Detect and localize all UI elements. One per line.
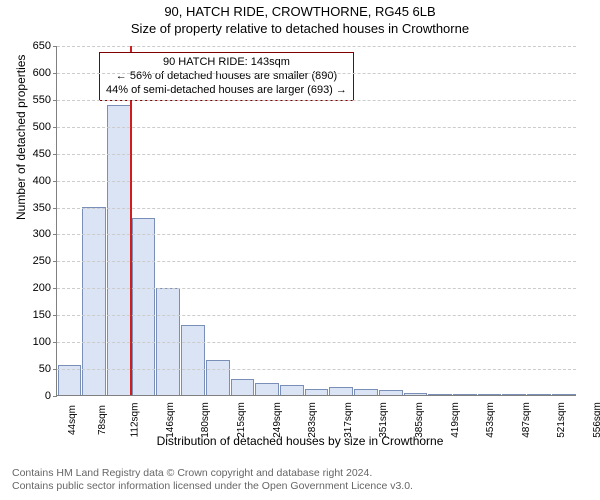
x-tick-label: 351sqm [378, 402, 389, 438]
gridline [57, 154, 576, 155]
x-tick-label: 215sqm [236, 402, 247, 438]
gridline [57, 369, 576, 370]
y-tick-mark [53, 234, 57, 235]
annotation-line-2: ← 56% of detached houses are smaller (89… [106, 70, 347, 84]
gridline [57, 100, 576, 101]
footer-attribution: Contains HM Land Registry data © Crown c… [12, 467, 413, 494]
x-tick-label: 283sqm [307, 402, 318, 438]
gridline [57, 234, 576, 235]
x-tick-label: 78sqm [97, 405, 108, 435]
chart-title-block: 90, HATCH RIDE, CROWTHORNE, RG45 6LB Siz… [0, 0, 600, 38]
y-tick-mark [53, 261, 57, 262]
x-tick-label: 556sqm [592, 402, 600, 438]
histogram-bar [181, 325, 205, 395]
x-tick-label: 317sqm [343, 402, 354, 438]
y-axis-label: Number of detached properties [14, 55, 28, 220]
histogram-bar [552, 394, 576, 395]
histogram-bar [305, 389, 329, 395]
gridline [57, 46, 576, 47]
y-tick-mark [53, 369, 57, 370]
gridline [57, 261, 576, 262]
histogram-bar [206, 360, 230, 395]
gridline [57, 288, 576, 289]
histogram-bar [428, 394, 452, 395]
footer-line-2: Contains public sector information licen… [12, 480, 413, 494]
histogram-bar [404, 393, 428, 395]
y-tick-mark [53, 208, 57, 209]
x-tick-label: 249sqm [271, 402, 282, 438]
gridline [57, 315, 576, 316]
histogram-bar [280, 385, 304, 395]
chart-area: 90 HATCH RIDE: 143sqm ← 56% of detached … [56, 46, 576, 396]
gridline [57, 342, 576, 343]
title-line-1: 90, HATCH RIDE, CROWTHORNE, RG45 6LB [0, 4, 600, 21]
gridline [57, 127, 576, 128]
x-tick-label: 146sqm [165, 402, 176, 438]
y-tick-mark [53, 46, 57, 47]
histogram-bar [502, 394, 526, 395]
histogram-bar [379, 390, 403, 395]
gridline [57, 181, 576, 182]
gridline [57, 208, 576, 209]
footer-line-1: Contains HM Land Registry data © Crown c… [12, 467, 413, 481]
x-tick-label: 453sqm [485, 402, 496, 438]
histogram-bar [453, 394, 477, 395]
x-tick-labels: 44sqm78sqm112sqm146sqm180sqm215sqm249sqm… [56, 396, 576, 407]
x-tick-label: 487sqm [520, 402, 531, 438]
histogram-bar [107, 105, 131, 395]
gridline [57, 73, 576, 74]
y-tick-mark [53, 315, 57, 316]
y-tick-mark [53, 181, 57, 182]
histogram-bar [478, 394, 502, 395]
y-tick-mark [53, 127, 57, 128]
y-tick-mark [53, 288, 57, 289]
histogram-bar [329, 387, 353, 395]
x-tick-label: 112sqm [129, 403, 140, 438]
x-tick-label: 521sqm [556, 402, 567, 438]
y-tick-mark [53, 154, 57, 155]
y-tick-mark [53, 342, 57, 343]
annotation-line-1: 90 HATCH RIDE: 143sqm [106, 56, 347, 70]
histogram-bar [255, 383, 279, 395]
x-tick-label: 180sqm [200, 402, 211, 438]
x-tick-label: 44sqm [67, 405, 78, 435]
annotation-line-3: 44% of semi-detached houses are larger (… [106, 84, 347, 98]
histogram-bar [354, 389, 378, 395]
x-tick-label: 385sqm [414, 402, 425, 438]
plot-area: 90 HATCH RIDE: 143sqm ← 56% of detached … [56, 46, 576, 396]
x-tick-label: 419sqm [449, 402, 460, 438]
x-axis-label: Distribution of detached houses by size … [0, 434, 600, 448]
y-tick-mark [53, 73, 57, 74]
histogram-bar [527, 394, 551, 395]
annotation-box: 90 HATCH RIDE: 143sqm ← 56% of detached … [99, 52, 354, 101]
title-line-2: Size of property relative to detached ho… [0, 21, 600, 38]
histogram-bar [231, 379, 255, 395]
y-tick-mark [53, 100, 57, 101]
